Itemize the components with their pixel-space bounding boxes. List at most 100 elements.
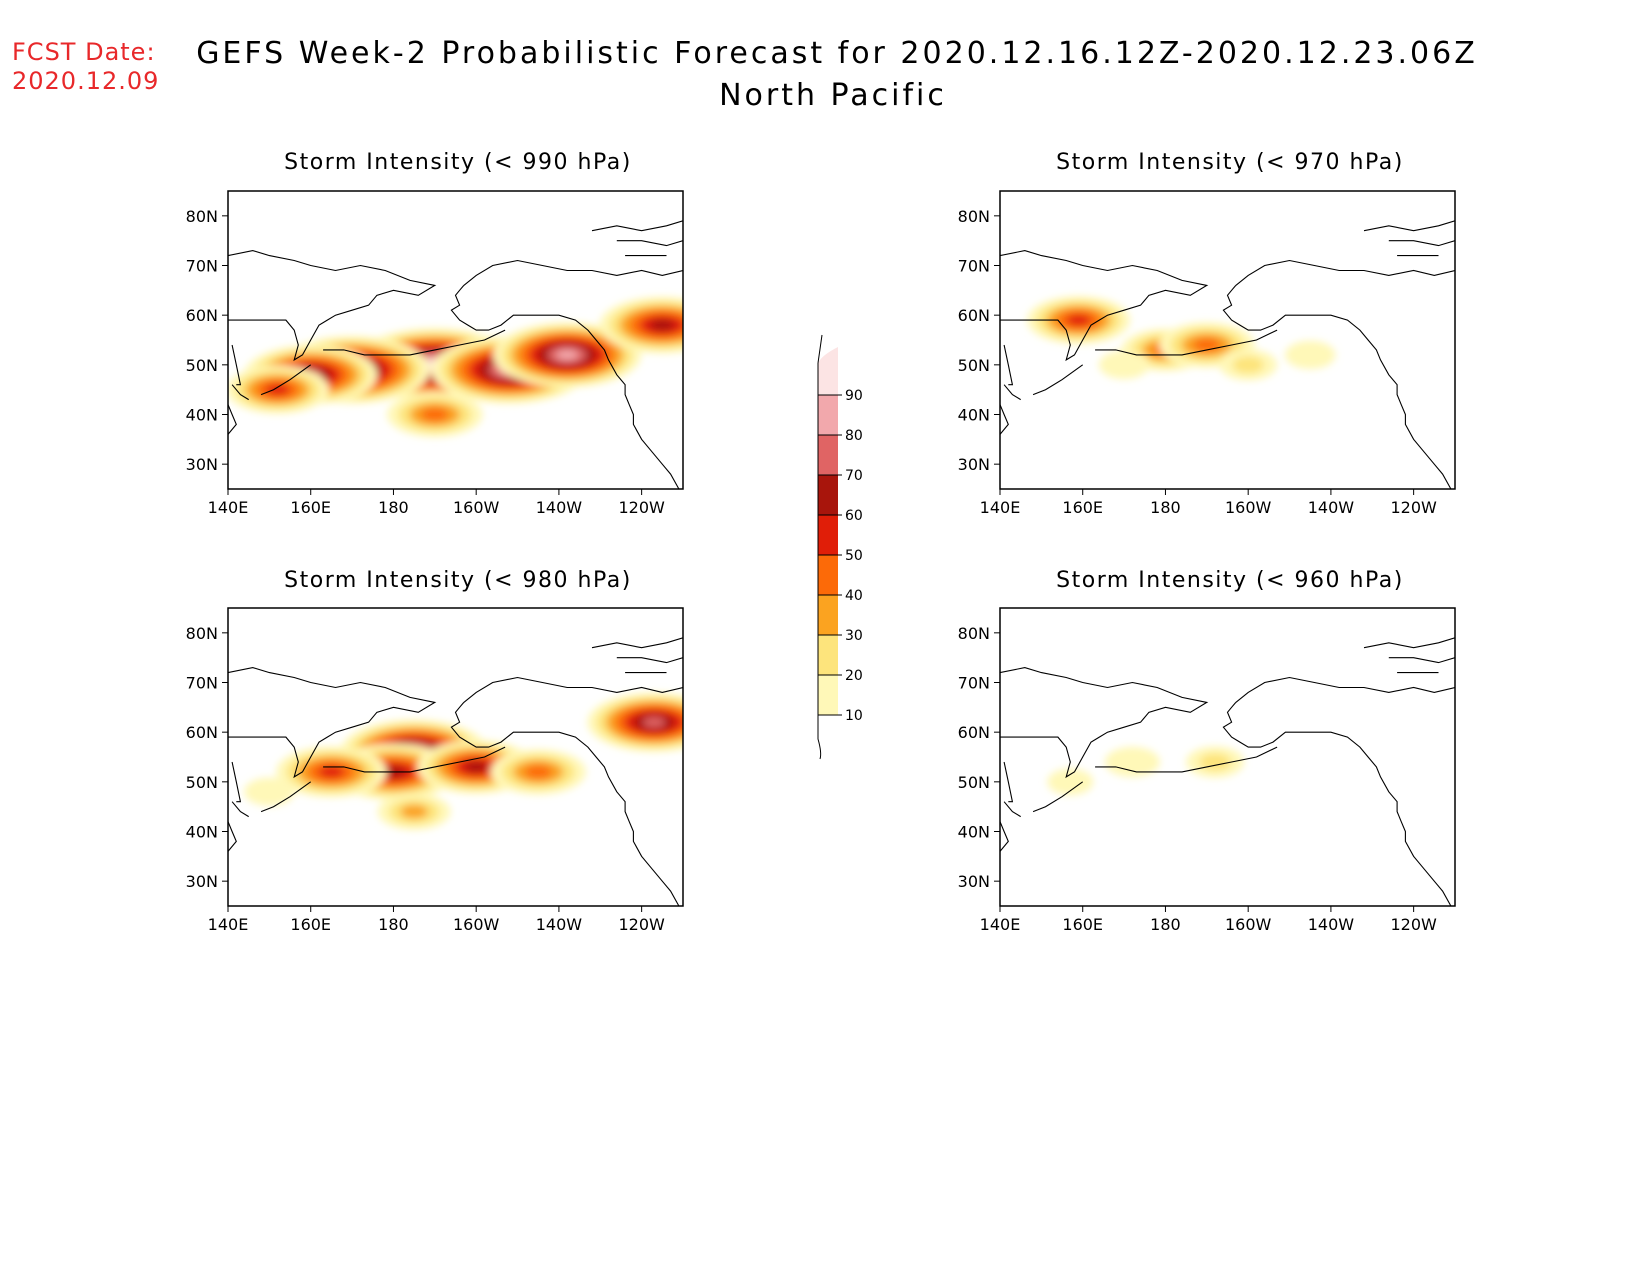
lon-tick-label: 120W xyxy=(1390,498,1437,517)
lon-tick-label: 140W xyxy=(536,498,583,517)
panel-title-960: Storm Intensity (< 960 hPa) xyxy=(1056,568,1404,593)
colorbar-segment-60 xyxy=(818,475,838,515)
colorbar-segment-top xyxy=(818,347,838,395)
coastline-2 xyxy=(463,676,683,703)
coastline-6 xyxy=(1003,344,1014,386)
coastline-0 xyxy=(228,250,437,362)
lat-tick-label: 40N xyxy=(186,406,218,425)
lat-tick-label: 70N xyxy=(958,257,990,276)
coastline-3 xyxy=(1363,637,1455,649)
coastline-9 xyxy=(260,781,312,813)
lon-tick-label: 140E xyxy=(208,498,249,517)
map-frame xyxy=(999,607,1456,907)
prob-contour-3-80 xyxy=(556,350,579,360)
lat-tick-label: 60N xyxy=(186,723,218,742)
page-title: GEFS Week-2 Probabilistic Forecast for 2… xyxy=(196,36,1478,71)
lat-tick-label: 50N xyxy=(186,773,218,792)
colorbar-label: 50 xyxy=(845,548,863,564)
lon-tick-label: 180 xyxy=(378,915,409,934)
colorbar-label: 40 xyxy=(845,588,863,604)
lat-tick-label: 70N xyxy=(186,257,218,276)
coastline-10 xyxy=(323,746,506,773)
fcst-date: FCST Date: 2020.12.09 xyxy=(12,38,159,96)
prob-contour-2-20 xyxy=(1232,356,1264,374)
prob-contour-4-40 xyxy=(524,765,552,779)
colorbar-segment-10 xyxy=(818,675,838,715)
lon-tick-label: 160E xyxy=(1062,498,1103,517)
coastline-4 xyxy=(616,657,683,664)
lon-tick-label: 180 xyxy=(378,498,409,517)
lon-tick-label: 160E xyxy=(1062,915,1103,934)
lat-tick-label: 80N xyxy=(958,624,990,643)
colorbar-label: 10 xyxy=(845,708,863,724)
coastline-4 xyxy=(1388,657,1455,664)
lat-tick-label: 60N xyxy=(186,306,218,325)
panel-title-990: Storm Intensity (< 990 hPa) xyxy=(284,150,632,175)
lon-tick-label: 140E xyxy=(208,915,249,934)
coastline-6 xyxy=(1003,761,1014,803)
lat-tick-label: 60N xyxy=(958,723,990,742)
coastline-3 xyxy=(1363,220,1455,232)
lat-tick-label: 80N xyxy=(958,207,990,226)
lon-tick-label: 120W xyxy=(618,498,665,517)
coastline-2 xyxy=(1235,676,1455,703)
coastline-8 xyxy=(228,404,237,435)
prob-contour-1-20 xyxy=(1199,753,1231,771)
prob-contour-0-10 xyxy=(1104,746,1160,778)
page-subtitle: North Pacific xyxy=(719,78,947,113)
lat-tick-label: 70N xyxy=(958,674,990,693)
coastline-1 xyxy=(450,285,680,489)
lat-tick-label: 50N xyxy=(958,773,990,792)
coastline-1 xyxy=(1222,702,1452,906)
coastline-4 xyxy=(616,240,683,247)
coastline-1 xyxy=(450,702,680,906)
coastline-0 xyxy=(1000,667,1209,779)
coastline-2 xyxy=(1235,259,1455,286)
map-frame xyxy=(227,607,684,907)
panel-title-980: Storm Intensity (< 980 hPa) xyxy=(284,568,632,593)
lat-tick-label: 50N xyxy=(958,356,990,375)
colorbar-label: 30 xyxy=(845,628,863,644)
colorbar-segment-70 xyxy=(818,435,838,475)
map-frame xyxy=(227,190,684,490)
lon-tick-label: 160E xyxy=(290,915,331,934)
coastline-7 xyxy=(1003,801,1021,818)
lat-tick-label: 70N xyxy=(186,674,218,693)
lat-tick-label: 30N xyxy=(958,455,990,474)
lat-tick-label: 80N xyxy=(186,624,218,643)
lat-tick-label: 40N xyxy=(958,823,990,842)
colorbar-label: 90 xyxy=(845,388,863,404)
map-panel-970: 80N 70N 60N 50N 40N 30N 140E 160E 180 160W 140W 120… xyxy=(958,190,1456,517)
lon-tick-label: 160W xyxy=(453,498,500,517)
map-panel-960: 80N 70N 60N 50N 40N 30N 140E 160E 180 160W 140W 120… xyxy=(958,607,1456,934)
prob-contour-6-40 xyxy=(421,408,449,421)
coastline-4 xyxy=(1388,240,1455,247)
colorbar: 10 20 30 40 50 60 70 80 90 xyxy=(817,334,863,760)
colorbar-label: 70 xyxy=(845,468,863,484)
lat-tick-label: 50N xyxy=(186,356,218,375)
lat-tick-label: 40N xyxy=(186,823,218,842)
panel-title-970: Storm Intensity (< 970 hPa) xyxy=(1056,150,1404,175)
lat-tick-label: 80N xyxy=(186,207,218,226)
prob-contour-4-10 xyxy=(1284,340,1336,370)
coastline-3 xyxy=(591,220,683,232)
lon-tick-label: 160W xyxy=(453,915,500,934)
lon-tick-label: 140W xyxy=(536,915,583,934)
lon-tick-label: 120W xyxy=(618,915,665,934)
prob-contour-2-10 xyxy=(1047,768,1094,796)
coastline-7 xyxy=(231,801,249,818)
lat-tick-label: 40N xyxy=(958,406,990,425)
prob-contour-5-10 xyxy=(244,777,295,806)
lat-tick-label: 30N xyxy=(958,872,990,891)
prob-contour-3-10 xyxy=(1098,350,1150,380)
coastline-0 xyxy=(228,667,437,779)
coastline-3 xyxy=(591,637,683,649)
coastline-8 xyxy=(1000,821,1009,852)
colorbar-segment-80 xyxy=(818,395,838,435)
coastline-1 xyxy=(1222,285,1452,489)
lon-tick-label: 160W xyxy=(1225,498,1272,517)
coastline-10 xyxy=(1095,329,1278,356)
coastline-10 xyxy=(323,329,506,356)
lon-tick-label: 140E xyxy=(980,498,1021,517)
prob-contour-2-60 xyxy=(464,761,488,773)
